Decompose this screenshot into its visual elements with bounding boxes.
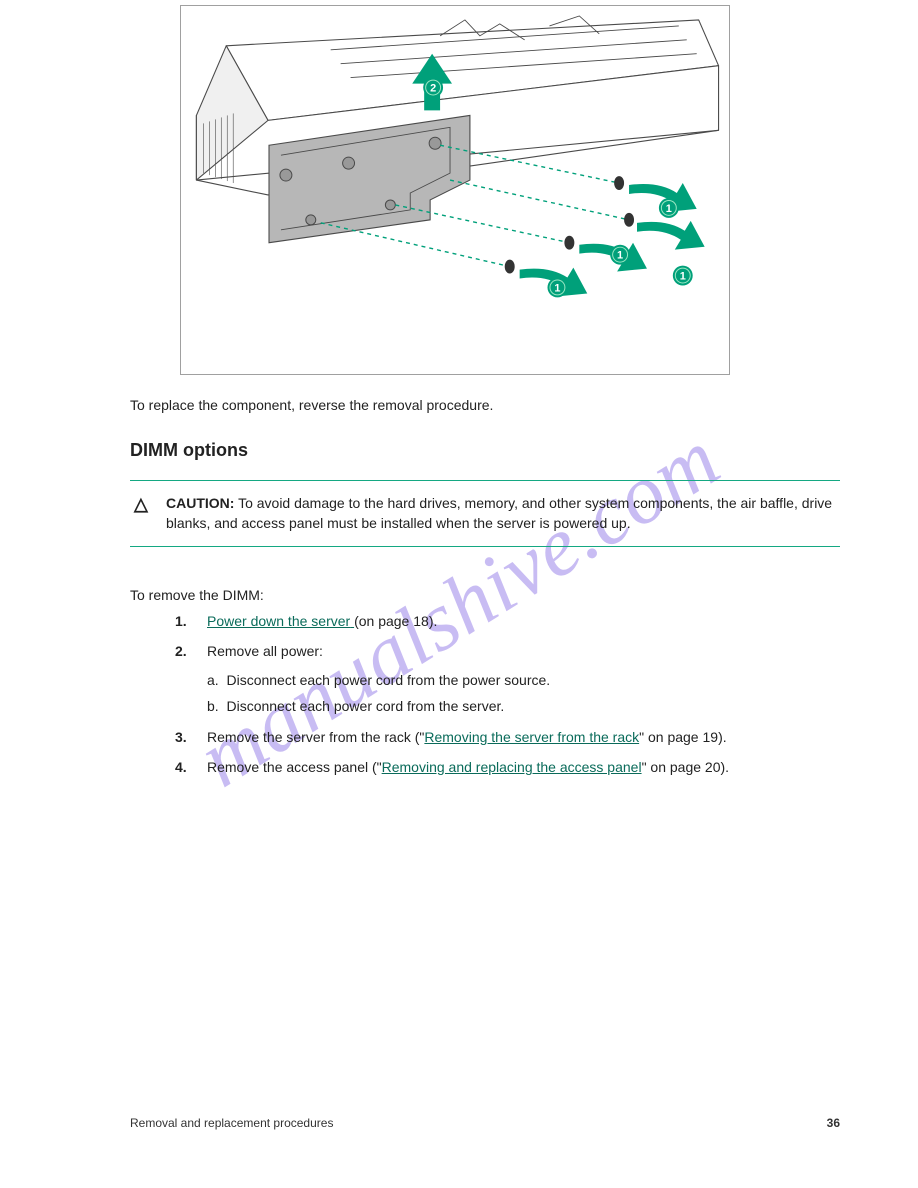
callout-1c: 1: [673, 266, 693, 286]
procedure-list: Power down the server (on page 18). Remo…: [175, 610, 840, 786]
step-1: Power down the server (on page 18).: [175, 610, 840, 632]
section-heading-dimm-options: DIMM options: [130, 440, 248, 461]
replace-instruction: To replace the component, reverse the re…: [130, 395, 840, 415]
caution-body: To avoid damage to the hard drives, memo…: [166, 495, 832, 531]
svg-text:2: 2: [430, 83, 436, 95]
footer-section-title: Removal and replacement procedures: [130, 1116, 333, 1130]
caution-icon: △: [134, 495, 152, 534]
step-2: Remove all power: a. Disconnect each pow…: [175, 640, 840, 717]
procedure-illustration: 1 1 1 1: [180, 5, 730, 375]
link-remove-access-panel[interactable]: Removing and replacing the access panel: [382, 759, 642, 775]
caution-text: CAUTION: To avoid damage to the hard dri…: [166, 493, 836, 534]
caution-panel: △ CAUTION: To avoid damage to the hard d…: [130, 480, 840, 547]
callout-1d: 1: [659, 198, 679, 218]
link-power-down[interactable]: Power down the server: [207, 613, 354, 629]
svg-text:1: 1: [617, 250, 623, 262]
page-footer: Removal and replacement procedures 36: [130, 1116, 840, 1130]
caution-label: CAUTION:: [166, 495, 234, 511]
manual-page: manualshive.com: [0, 0, 918, 1188]
link-remove-rack[interactable]: Removing the server from the rack: [424, 729, 639, 745]
callout-2: 2: [423, 78, 443, 98]
svg-text:1: 1: [554, 282, 560, 294]
svg-text:1: 1: [680, 271, 686, 283]
step-4: Remove the access panel ("Removing and r…: [175, 756, 840, 778]
procedure-intro: To remove the DIMM:: [130, 585, 264, 605]
step-3: Remove the server from the rack ("Removi…: [175, 726, 840, 748]
callout-1a: 1: [547, 278, 567, 298]
illustration-svg: 1 1 1 1: [181, 6, 729, 374]
svg-text:1: 1: [666, 203, 672, 215]
footer-page-number: 36: [827, 1116, 840, 1130]
callout-1b: 1: [610, 245, 630, 265]
